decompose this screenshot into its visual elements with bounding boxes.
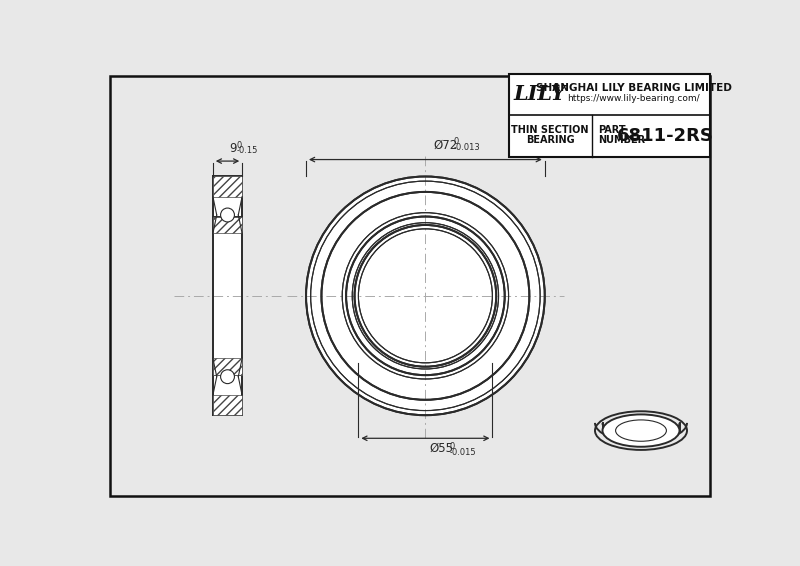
Text: LILY: LILY <box>513 84 566 105</box>
Bar <box>509 74 710 157</box>
Bar <box>213 177 242 415</box>
Text: BEARING: BEARING <box>526 135 574 145</box>
Text: SHANGHAI LILY BEARING LIMITED: SHANGHAI LILY BEARING LIMITED <box>536 83 731 93</box>
Circle shape <box>221 370 234 384</box>
Ellipse shape <box>615 420 666 441</box>
Polygon shape <box>213 217 242 233</box>
Polygon shape <box>213 395 242 415</box>
Circle shape <box>306 177 545 415</box>
Text: 0: 0 <box>237 140 242 149</box>
Text: 0: 0 <box>450 442 454 451</box>
Text: -0.15: -0.15 <box>237 146 258 155</box>
Text: ®: ® <box>552 83 561 92</box>
Text: Ø72: Ø72 <box>433 139 458 152</box>
Text: 0: 0 <box>453 138 458 147</box>
Polygon shape <box>213 358 242 375</box>
Text: 9: 9 <box>229 142 237 155</box>
Text: Ø55: Ø55 <box>430 442 454 455</box>
Circle shape <box>221 208 234 222</box>
Text: NUMBER: NUMBER <box>598 135 645 144</box>
Text: PART: PART <box>598 125 626 135</box>
Ellipse shape <box>602 414 679 447</box>
Text: THIN SECTION: THIN SECTION <box>511 125 589 135</box>
Text: -0.013: -0.013 <box>453 143 480 152</box>
Text: -0.015: -0.015 <box>450 448 476 457</box>
Polygon shape <box>213 177 242 196</box>
Text: https://www.lily-bearing.com/: https://www.lily-bearing.com/ <box>567 94 700 103</box>
Text: 6811-2RS: 6811-2RS <box>617 127 714 145</box>
